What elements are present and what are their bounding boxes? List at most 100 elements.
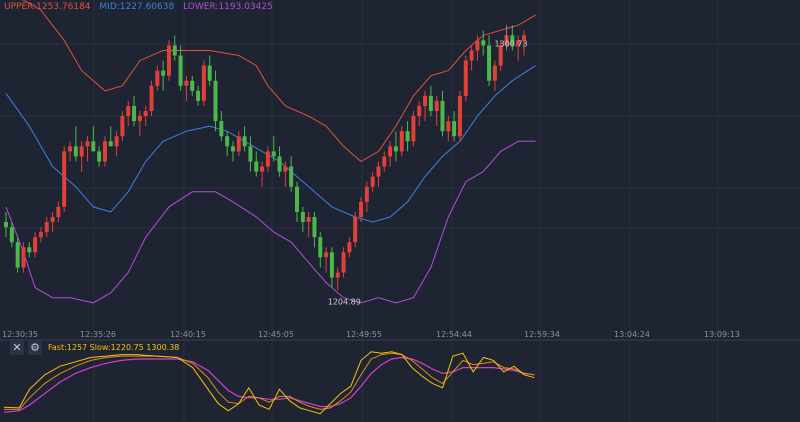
candle-body [260,166,265,172]
candle [44,216,49,238]
time-label: 12:49:55 [346,330,382,339]
time-label: 12:35:26 [80,330,116,339]
candle [271,136,276,162]
candle [335,267,340,291]
candle [68,141,73,162]
candle-body [91,141,96,152]
time-label: 12:40:15 [170,330,206,339]
candle [254,151,259,177]
candle [213,70,218,132]
candle [300,206,305,233]
oscillator-d-line [4,352,535,410]
candle [521,30,526,56]
candle [21,242,26,273]
candle [423,90,428,122]
candle [277,146,282,177]
candle [510,25,515,51]
oscillator-j-line [3,356,535,413]
candle-body [417,105,422,117]
candle-body [312,216,317,238]
gear-icon[interactable]: ⚙ [28,341,42,355]
candle-body [120,116,125,137]
candle [4,211,8,238]
candle [102,136,107,167]
candle-body [155,70,160,86]
candle-body [126,105,131,117]
candle-body [213,80,218,122]
candle-body [405,131,410,142]
candle [184,75,189,101]
candle [132,95,137,127]
candle-body [201,65,206,101]
candle [161,60,166,91]
time-label: 12:54:44 [436,330,472,339]
candle [469,45,474,71]
candle [38,227,43,243]
candle-body [62,151,67,207]
candle-body [102,141,107,162]
candle [289,156,294,192]
candle-body [149,85,154,112]
candle-body [271,151,276,157]
candle-body [300,211,305,223]
time-axis: 12:30:35 12:35:26 12:40:15 12:45:05 12:49:55… [2,330,740,339]
low-price-label: 1204.89 [328,297,361,306]
candle [178,45,183,91]
candle-body [242,136,247,147]
candle [359,196,364,223]
oscillator-k-line [3,351,535,415]
candle-body [56,206,61,217]
time-label: 13:09:13 [704,330,740,339]
candle-body [27,247,32,253]
bands-legend: UPPER:1253.76184 MID:1227.60638 LOWER:11… [4,2,279,12]
candle-body [277,156,282,172]
close-icon[interactable]: ✕ [10,341,24,355]
candle [347,237,352,258]
candle-body [423,95,428,106]
candle-body [498,45,503,66]
candle-body [382,156,387,167]
candle [376,161,381,187]
candle-body [516,40,521,46]
candle-body [347,242,352,253]
candle [207,55,212,86]
candle [108,126,113,147]
candle-body [440,100,445,132]
candle-body [85,141,90,147]
candle [9,222,14,248]
candles [4,25,526,291]
candle [248,136,253,172]
candle [399,126,404,157]
candle [393,131,398,162]
candle [120,111,125,142]
candle [452,111,457,142]
time-label: 12:45:05 [258,330,294,339]
candle-body [137,116,142,122]
candle [318,232,323,268]
candle-body [254,161,259,172]
candle [324,247,329,273]
candle-body [190,80,195,91]
candle [219,111,224,142]
candle [85,136,90,162]
candle-body [44,222,49,233]
candle-body [161,70,166,76]
candle [201,60,206,106]
candle [463,55,468,101]
candle [79,141,84,172]
candle-body [411,116,416,142]
candle [56,201,61,223]
candle-body [434,100,439,112]
candle-body [370,176,375,187]
candle-body [452,121,457,137]
candle-body [388,146,393,157]
candle-body [33,237,38,253]
candle-body [463,60,468,96]
candle [15,237,20,273]
candle-body [289,166,294,187]
candle [196,85,201,106]
legend-upper: UPPER:1253.76184 [4,2,91,12]
candle [50,211,55,233]
oscillator-pane [3,351,535,415]
candle-body [114,136,119,147]
